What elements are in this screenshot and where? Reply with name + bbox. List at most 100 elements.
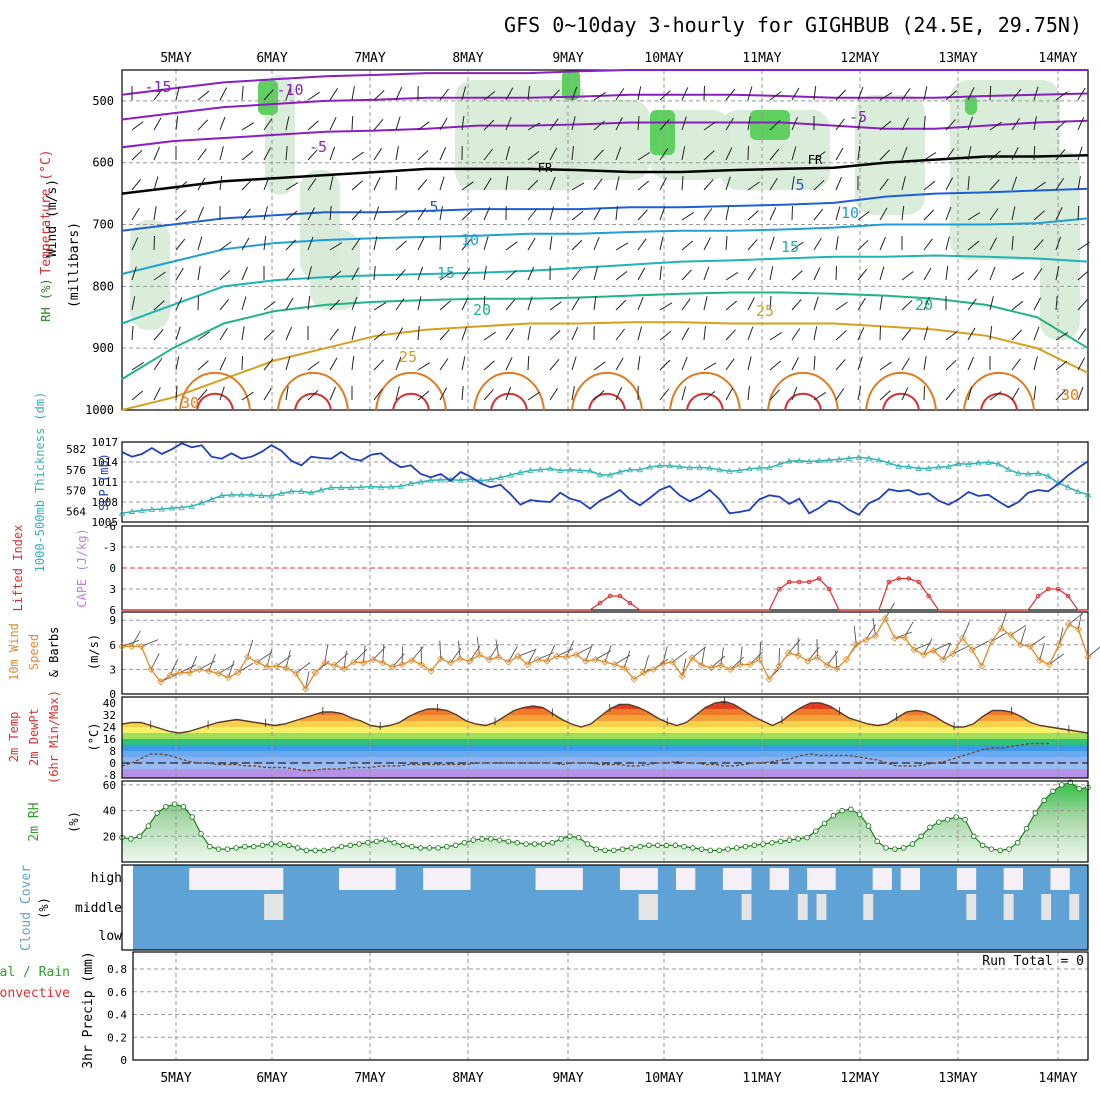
wind-barb-161 xyxy=(439,300,451,311)
rh-point-103 xyxy=(1023,825,1030,832)
wind-barb-68 xyxy=(263,147,272,161)
thickness-point-26 xyxy=(377,483,385,490)
wind-barb-26 xyxy=(175,209,187,221)
thickness-point-96 xyxy=(1074,488,1082,495)
cloud-cell-1-54 xyxy=(638,894,649,920)
rh-point-19 xyxy=(286,842,292,849)
wind-barb-237 xyxy=(593,266,599,281)
cloud-cell-0-68 xyxy=(769,868,780,890)
wind-barb-284 xyxy=(681,356,688,371)
wind-barb-319 xyxy=(769,91,782,101)
thickness-point-18 xyxy=(298,488,305,494)
hot-contour-7 xyxy=(882,392,920,411)
temp-band-6 xyxy=(122,733,1088,739)
wind-barb-29 xyxy=(175,297,183,311)
rh-point-8 xyxy=(189,814,196,820)
wind-point-81 xyxy=(900,633,909,641)
wind-barb-250 xyxy=(615,328,625,341)
warm-contour-3 xyxy=(473,372,545,411)
wind-barb-416 xyxy=(945,359,957,371)
rh-point-59 xyxy=(637,843,643,850)
wind-barb-10m-81 xyxy=(904,621,914,638)
rh-high-area-1 xyxy=(562,70,580,100)
wind-barb-248 xyxy=(615,271,628,281)
wind-barb-436 xyxy=(989,296,994,311)
wind-point-45 xyxy=(553,652,561,660)
li-tick-1: -3 xyxy=(103,541,116,554)
wind-barb-412 xyxy=(945,236,950,251)
wind-point-74 xyxy=(833,665,841,673)
wind-barb-351 xyxy=(813,391,826,401)
thickness-point-10 xyxy=(218,492,225,498)
date-label-top-7: 12MAY xyxy=(840,51,879,66)
wind-barb-424 xyxy=(967,269,979,281)
wind-point-96 xyxy=(1045,660,1053,669)
wind-barb-140 xyxy=(395,327,404,341)
wind-barb-30 xyxy=(175,326,181,341)
wind-barb-458 xyxy=(1033,297,1042,311)
thickness-line xyxy=(121,456,1089,515)
wind-point-89 xyxy=(978,662,986,670)
wind-barb-432 xyxy=(989,179,1000,191)
wind-barb-403 xyxy=(923,296,930,311)
wind-barb-10m-13 xyxy=(247,639,254,658)
date-label-top-3: 8MAY xyxy=(452,51,483,66)
thickness-point-53 xyxy=(646,463,653,470)
wind-barb-275 xyxy=(681,87,689,101)
slp-tick-1008: 1008 xyxy=(92,496,119,509)
wind-point-43 xyxy=(533,655,541,664)
thickness-point-61 xyxy=(726,467,733,474)
wind-barb-311 xyxy=(747,181,760,191)
wind-barb-461 xyxy=(1033,386,1037,401)
rh-point-106 xyxy=(1050,788,1056,795)
rh-point-47 xyxy=(531,841,538,847)
rh-point-77 xyxy=(795,836,801,842)
thickness-point-87 xyxy=(985,459,992,465)
wind-barb-10m-85 xyxy=(942,643,952,660)
warm-contour-8 xyxy=(963,372,1035,411)
isotherm-label-10: 15 xyxy=(437,264,455,282)
wind-point-86 xyxy=(949,650,957,658)
wind-barb-369 xyxy=(857,268,868,281)
thickness-point-5 xyxy=(168,504,175,511)
wind-barb-417 xyxy=(945,388,956,401)
wind-point-85 xyxy=(939,655,947,664)
wind-barb-293 xyxy=(703,296,708,311)
wind-point-80 xyxy=(891,634,899,642)
wind-point-38 xyxy=(485,655,493,664)
rh-point-98 xyxy=(979,842,986,849)
rh-tick-20: 20 xyxy=(103,830,116,843)
wind-point-33 xyxy=(437,655,445,663)
thickness-point-12 xyxy=(238,491,245,498)
wind-barb-28 xyxy=(175,267,184,281)
wind-barb-207 xyxy=(527,355,530,371)
wind-point-51 xyxy=(611,660,619,669)
isotherm-5 xyxy=(121,187,1089,232)
rh-point-67 xyxy=(707,847,714,854)
rh-point-49 xyxy=(549,839,556,846)
wind-point-95 xyxy=(1036,656,1044,664)
wind-barb-183 xyxy=(483,295,486,311)
wind-barb-5 xyxy=(131,237,139,251)
wind-barb-155 xyxy=(439,117,448,131)
li-point-50 xyxy=(617,593,623,599)
rh-point-94 xyxy=(944,816,951,823)
rh-point-102 xyxy=(1014,839,1021,846)
wind-barb-258 xyxy=(637,238,647,251)
wind-barb-376 xyxy=(879,149,891,161)
wind-barb-154 xyxy=(439,88,449,101)
cloud-cell-0-25 xyxy=(367,868,377,890)
rh-area-3 xyxy=(560,100,650,180)
wind-barb-10m-84 xyxy=(933,642,951,651)
wind-point-75 xyxy=(842,655,851,664)
rh-point-27 xyxy=(356,841,362,847)
wind-barb-459 xyxy=(1033,326,1040,341)
wind-barb-431 xyxy=(989,150,1001,161)
wind-barb-10m-45 xyxy=(556,648,574,657)
wind-point-34 xyxy=(446,659,455,667)
wind-barb-184 xyxy=(483,331,496,341)
slp-tick-1005: 1005 xyxy=(92,516,119,529)
rh-point-99 xyxy=(988,846,995,852)
wind-point-11 xyxy=(224,674,232,682)
rh-point-14 xyxy=(242,843,248,850)
